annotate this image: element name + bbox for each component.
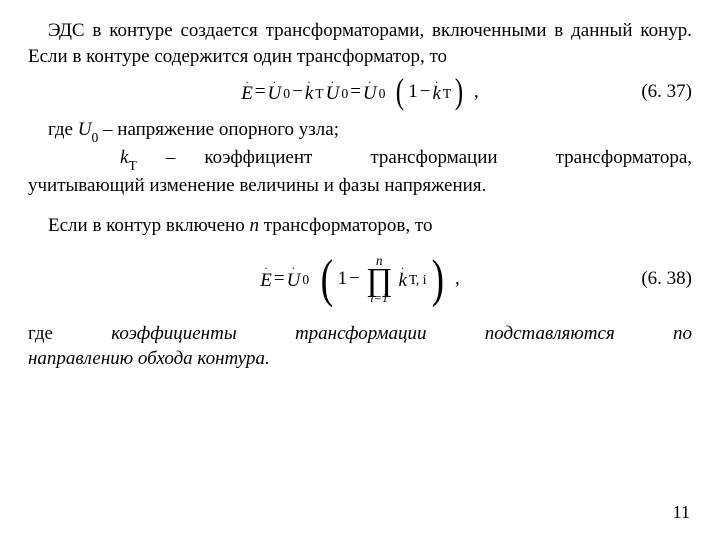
equation-1: ·E = ·U0 − ·kТ ·U0 = ·U0 ( 1 − ·kТ ) , <box>241 79 479 105</box>
equation-number-1: (6. 37) <box>641 79 692 105</box>
definition-block-1: где U0 – напряжение опорного узла; kТ – … <box>28 117 692 199</box>
equation-2-row: ·E = ·U0 ( 1 − n ∏ i=1 ·kТ, i ) , (6. 38… <box>28 249 692 309</box>
equation-number-2: (6. 38) <box>641 266 692 292</box>
definition-block-2: где коэффициенты трансформации подставля… <box>28 321 692 372</box>
equation-1-row: ·E = ·U0 − ·kТ ·U0 = ·U0 ( 1 − ·kТ ) , (… <box>28 79 692 105</box>
paragraph-1: ЭДС в контуре создается трансформаторами… <box>28 18 692 69</box>
paragraph-2: Если в контур включено n трансформаторов… <box>28 213 692 239</box>
equation-2: ·E = ·U0 ( 1 − n ∏ i=1 ·kТ, i ) , <box>260 254 459 304</box>
page-number: 11 <box>673 500 690 524</box>
